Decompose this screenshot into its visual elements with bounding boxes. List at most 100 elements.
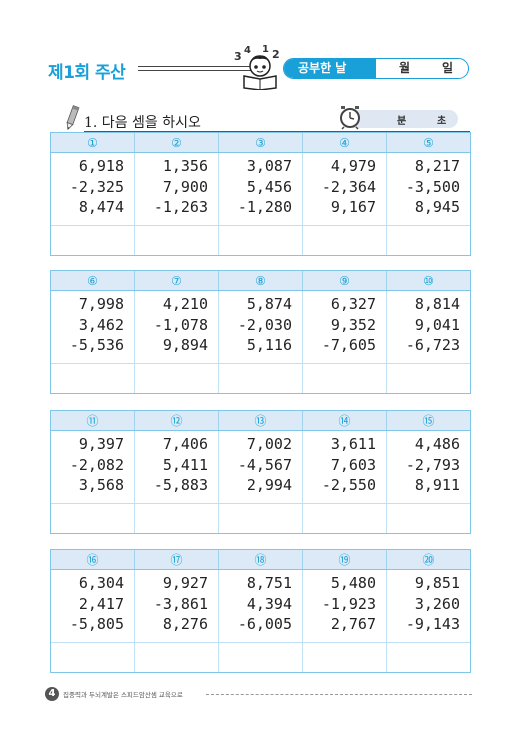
problem-column: 8,217 -3,500 8,945: [387, 153, 470, 225]
answer-row: [51, 363, 470, 393]
problem-value: 4,210: [162, 295, 208, 313]
study-date-label: 공부한 날: [284, 59, 376, 78]
answer-row: [51, 225, 470, 255]
problem-value: -5,536: [69, 336, 124, 354]
answer-cell[interactable]: [303, 504, 387, 533]
problem-value: 4,394: [246, 594, 292, 613]
problem-value: 8,751: [246, 574, 292, 592]
problem-value: 5,411: [162, 455, 208, 474]
problem-value: 9,397: [78, 435, 124, 453]
answer-cell[interactable]: [135, 226, 219, 255]
problem-number: ⑰: [135, 550, 219, 569]
problem-column: 9,397 -2,082 3,568: [51, 431, 135, 503]
problem-value: -2,082: [69, 455, 124, 474]
problem-column: 6,327 9,352 -7,605: [303, 291, 387, 363]
problem-value: -2,030: [237, 315, 292, 334]
problem-number: ⑳: [422, 553, 435, 567]
problem-value: 8,911: [414, 476, 460, 494]
problem-number: ⑲: [303, 550, 387, 569]
problem-value: -6,723: [405, 336, 460, 354]
problem-column: 4,210 -1,078 9,894: [135, 291, 219, 363]
answer-row: [51, 503, 470, 533]
title-divider: [138, 66, 258, 67]
problem-value: 6,327: [330, 295, 376, 313]
answer-cell[interactable]: [303, 226, 387, 255]
problem-value: -2,325: [69, 177, 124, 196]
problem-number: ②: [135, 133, 219, 152]
problem-block-1: ① ② ③ ④ ⑤ 6,918 -2,325 8,474 1,356 7,900…: [50, 132, 471, 256]
problem-value: 3,568: [78, 476, 124, 494]
minute-label: 분: [397, 116, 407, 127]
answer-cell[interactable]: [135, 643, 219, 672]
problem-number: ④: [303, 133, 387, 152]
problem-value: -7,605: [321, 336, 376, 354]
problem-value: 3,462: [78, 315, 124, 334]
problem-value: 7,603: [330, 455, 376, 474]
problem-values-row: 6,918 -2,325 8,474 1,356 7,900 -1,263 3,…: [51, 153, 470, 225]
mascot-reading-icon: 3 4 1 2: [234, 44, 280, 90]
problem-column: 9,851 3,260 -9,143: [387, 570, 470, 642]
study-date-box: 공부한 날 월 일: [283, 58, 469, 79]
problem-values-row: 7,998 3,462 -5,536 4,210 -1,078 9,894 5,…: [51, 291, 470, 363]
answer-cell[interactable]: [219, 504, 303, 533]
problem-column: 5,480 -1,923 2,767: [303, 570, 387, 642]
answer-cell[interactable]: [387, 364, 470, 393]
answer-cell[interactable]: [51, 226, 135, 255]
second-label: 초: [437, 116, 447, 127]
footer-text: 집중력과 두뇌계발은 스피드암산셈 교육으로: [63, 691, 183, 699]
problem-value: -2,550: [321, 476, 376, 494]
problem-value: -9,143: [405, 615, 460, 633]
problem-value: 2,994: [246, 476, 292, 494]
answer-cell[interactable]: [51, 504, 135, 533]
problem-value: 8,276: [162, 615, 208, 633]
problem-number: ⑫: [135, 411, 219, 430]
problem-value: 2,767: [330, 615, 376, 633]
problem-value: -2,364: [321, 177, 376, 196]
answer-cell[interactable]: [303, 364, 387, 393]
answer-cell[interactable]: [51, 643, 135, 672]
svg-text:4: 4: [244, 45, 251, 56]
problem-value: 7,998: [78, 295, 124, 313]
svg-text:1: 1: [262, 44, 269, 55]
problem-number: ⑦: [135, 271, 219, 290]
problem-value: -3,500: [405, 177, 460, 196]
answer-cell[interactable]: [135, 504, 219, 533]
problem-value: -3,861: [153, 594, 208, 613]
answer-cell[interactable]: [219, 364, 303, 393]
answer-cell[interactable]: [387, 226, 470, 255]
pencil-icon: [66, 105, 80, 131]
problem-number: ⑩: [423, 274, 434, 288]
answer-cell[interactable]: [387, 643, 470, 672]
problem-value: 5,116: [246, 336, 292, 354]
clock-icon: [340, 106, 360, 130]
page-title: 제1회 주산: [48, 63, 126, 83]
problem-column: 8,814 9,041 -6,723: [387, 291, 470, 363]
problem-value: -2,793: [405, 455, 460, 474]
problem-column: 3,087 5,456 -1,280: [219, 153, 303, 225]
problem-header-row: ① ② ③ ④ ⑤: [51, 133, 470, 153]
instruction-underline: [84, 131, 470, 132]
problem-value: 6,918: [78, 157, 124, 175]
answer-cell[interactable]: [303, 643, 387, 672]
problem-value: 9,352: [330, 315, 376, 334]
problem-column: 5,874 -2,030 5,116: [219, 291, 303, 363]
answer-cell[interactable]: [51, 364, 135, 393]
answer-cell[interactable]: [219, 226, 303, 255]
problem-value: -6,005: [237, 615, 292, 633]
problem-value: 7,900: [162, 177, 208, 196]
problem-block-3: ⑪ ⑫ ⑬ ⑭ ⑮ 9,397 -2,082 3,568 7,406 5,411…: [50, 410, 471, 534]
answer-cell[interactable]: [387, 504, 470, 533]
answer-cell[interactable]: [135, 364, 219, 393]
problem-value: 3,611: [330, 435, 376, 453]
problem-number: ⑨: [303, 271, 387, 290]
problem-number: ①: [51, 133, 135, 152]
answer-cell[interactable]: [219, 643, 303, 672]
page-number: 4: [45, 687, 59, 701]
problem-value: -5,883: [153, 476, 208, 494]
problem-value: -1,078: [153, 315, 208, 334]
problem-value: 8,474: [78, 198, 124, 216]
problem-value: 1,356: [162, 157, 208, 175]
title-divider-lower: [138, 70, 258, 71]
problem-value: 4,979: [330, 157, 376, 175]
problem-column: 7,406 5,411 -5,883: [135, 431, 219, 503]
